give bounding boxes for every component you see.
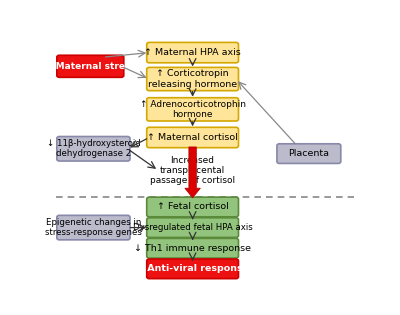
Text: ↓ Anti-viral response: ↓ Anti-viral response xyxy=(136,264,249,273)
FancyBboxPatch shape xyxy=(147,259,238,279)
Text: Epigenetic changes in
stress-response genes: Epigenetic changes in stress-response ge… xyxy=(45,218,142,237)
FancyBboxPatch shape xyxy=(147,43,238,63)
FancyBboxPatch shape xyxy=(147,197,238,217)
FancyBboxPatch shape xyxy=(156,157,229,184)
FancyBboxPatch shape xyxy=(277,144,341,163)
FancyBboxPatch shape xyxy=(57,55,124,77)
Text: Dysregulated fetal HPA axis: Dysregulated fetal HPA axis xyxy=(133,223,252,232)
Text: ↑ Maternal HPA axis: ↑ Maternal HPA axis xyxy=(144,48,241,57)
Text: ↑ Maternal stress: ↑ Maternal stress xyxy=(45,62,136,71)
Text: ↑ Fetal cortisol: ↑ Fetal cortisol xyxy=(157,203,228,211)
Text: ↑ Corticotropin
releasing hormone: ↑ Corticotropin releasing hormone xyxy=(148,69,237,89)
Text: Placenta: Placenta xyxy=(288,149,329,158)
Polygon shape xyxy=(185,147,200,198)
Text: ↑ Adrenocorticotrophin
hormone: ↑ Adrenocorticotrophin hormone xyxy=(140,100,246,119)
FancyBboxPatch shape xyxy=(57,215,130,240)
Text: Increased
transplacental
passage of cortisol: Increased transplacental passage of cort… xyxy=(150,156,235,186)
Text: ↑ Maternal cortisol: ↑ Maternal cortisol xyxy=(147,133,238,142)
FancyBboxPatch shape xyxy=(147,98,238,121)
FancyBboxPatch shape xyxy=(147,67,238,91)
FancyBboxPatch shape xyxy=(57,136,130,161)
FancyBboxPatch shape xyxy=(147,218,238,238)
FancyBboxPatch shape xyxy=(147,127,238,148)
FancyBboxPatch shape xyxy=(147,238,238,258)
Text: ↓ Th1 immune response: ↓ Th1 immune response xyxy=(134,244,251,253)
Text: ↓ 11β-hydroxysteroid
dehydrogenase 2: ↓ 11β-hydroxysteroid dehydrogenase 2 xyxy=(46,139,140,158)
